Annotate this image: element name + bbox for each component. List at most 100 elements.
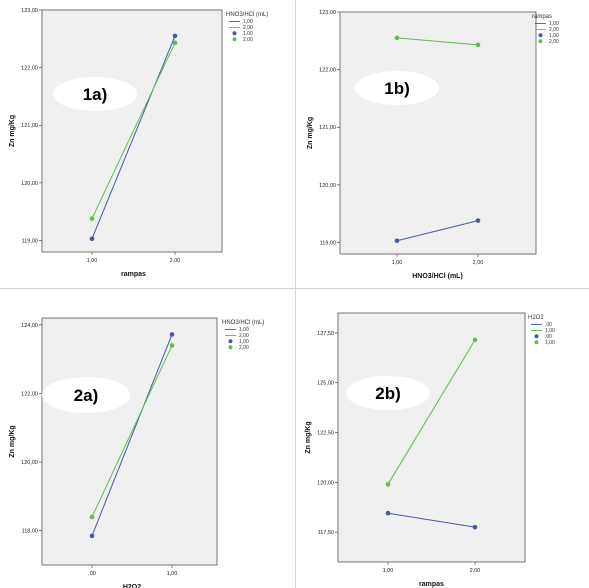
series-line-2	[387, 339, 476, 485]
data-point-series-2	[89, 216, 95, 221]
y-axis-label: Zn mg/Kg	[9, 115, 16, 147]
panel-badge-label: 1b)	[384, 79, 410, 98]
data-point-series-2	[475, 42, 481, 48]
panel-badge-oval	[42, 377, 130, 413]
data-point-series-1	[472, 524, 478, 530]
legend-entry-label: 2,00	[243, 25, 253, 31]
x-tick-label: 2,00	[470, 568, 481, 574]
legend-entry-label: ,00	[545, 334, 552, 340]
chart-2a: 118,00 120,00 122,00 124,00 ,00 1,00 H2O2 Zn mg…	[9, 317, 264, 588]
y-tick-label: 122,50	[317, 431, 334, 437]
legend-entry-label: 2,00	[239, 345, 249, 351]
legend-marker-swatch	[534, 340, 539, 345]
y-axis-label: Zn mg/Kg	[9, 425, 16, 457]
y-tick-label: 122,00	[319, 68, 336, 74]
chart-panel-2b: 117,50 120,00 122,50 125,00 127,50 1,00 2,00 ra…	[296, 289, 589, 588]
y-tick-label: 127,50	[317, 331, 334, 337]
series-line-1	[91, 334, 173, 537]
legend-marker-swatch	[538, 39, 543, 44]
x-tick-label: 1,00	[392, 260, 403, 266]
legend-entry-label: 1,00	[545, 340, 555, 346]
y-tick-label: 125,00	[317, 381, 334, 387]
x-tick-label: 2,00	[473, 260, 484, 266]
panel-badge-label: 1a)	[83, 85, 108, 104]
y-tick-label: 120,00	[317, 480, 334, 486]
x-axis-label: rampas	[121, 271, 146, 278]
series-line-1	[91, 35, 176, 239]
y-axis-label: Zn mg/Kg	[305, 421, 312, 453]
legend-entry-label: 1,00	[239, 327, 249, 333]
data-point-series-1	[172, 33, 178, 39]
y-tick-label: 123,00	[21, 8, 38, 14]
horizontal-divider	[0, 288, 589, 289]
y-tick-label: 123,00	[319, 10, 336, 16]
x-axis-label: HNO3/HCl (mL)	[412, 273, 463, 280]
y-tick-label: 119,00	[22, 238, 38, 244]
data-point-series-2	[394, 35, 400, 41]
y-axis-label: Zn mg/Kg	[307, 117, 314, 149]
legend-entry-label: 1,00	[243, 19, 253, 25]
x-axis-label: H2O2	[123, 584, 141, 588]
x-axis-label: rampas	[419, 581, 444, 588]
y-tick-label: 120,00	[21, 181, 38, 187]
y-tick-label: 121,00	[21, 123, 38, 129]
y-tick-label: 117,50	[318, 530, 334, 536]
x-tick-label: 1,00	[167, 571, 178, 577]
plot-area	[339, 11, 537, 255]
data-point-series-1	[169, 332, 175, 337]
legend-marker-swatch	[538, 33, 543, 38]
legend-entry-label: 1,00	[549, 21, 559, 27]
plot-area	[337, 312, 526, 563]
chart-panel-1a: 119,00 120,00 121,00 122,00 123,00 1,00 2,00 ra…	[0, 0, 295, 288]
series-line-1	[387, 512, 476, 528]
panel-badge-oval	[355, 71, 439, 105]
legend-marker-swatch	[228, 345, 233, 350]
y-tick-label: 122,00	[21, 66, 38, 72]
data-point-series-1	[475, 218, 481, 223]
data-point-series-2	[472, 337, 478, 343]
data-point-series-1	[89, 533, 95, 539]
legend-entry-label: 1,00	[239, 339, 249, 345]
legend-entry-label: 2,00	[243, 37, 253, 43]
y-tick-label: 124,00	[21, 323, 38, 329]
panel-badge-label: 2a)	[74, 386, 99, 405]
legend-title: H2O2	[528, 315, 544, 321]
series-line-2	[91, 345, 173, 518]
legend-entry-label: 1,00	[243, 31, 253, 37]
data-point-series-1	[89, 236, 95, 242]
legend-title: HNO3/HCl (mL)	[226, 12, 268, 18]
panel-badge-oval	[53, 77, 137, 111]
x-tick-label: ,00	[88, 571, 96, 577]
series-line-1	[396, 220, 479, 242]
y-tick-label: 121,00	[319, 125, 336, 131]
y-tick-label: 118,00	[22, 529, 38, 535]
legend-entry-label: 1,00	[549, 33, 559, 39]
data-point-series-1	[394, 238, 400, 244]
legend-title: rampas	[532, 14, 552, 20]
legend-entry-label: 1,00	[545, 328, 555, 334]
legend-entry-label: 2,00	[549, 39, 559, 45]
chart-panel-1b: 119,00 120,00 121,00 122,00 123,00 1,00 2,00 HN…	[296, 0, 589, 288]
chart-panel-2a: 118,00 120,00 122,00 124,00 ,00 1,00 H2O2 Zn mg…	[0, 289, 295, 588]
chart-2b: 117,50 120,00 122,50 125,00 127,50 1,00 2,00 ra…	[305, 312, 555, 588]
legend-marker-swatch	[232, 31, 237, 36]
x-tick-label: 1,00	[383, 568, 394, 574]
legend-marker-swatch	[534, 334, 539, 339]
vertical-divider	[295, 0, 296, 588]
legend-title: HNO3/HCl (mL)	[222, 320, 264, 326]
legend-entry-label: 2,00	[239, 333, 249, 339]
y-tick-label: 122,00	[21, 391, 38, 397]
plot-area	[41, 9, 223, 253]
legend-marker-swatch	[228, 339, 233, 344]
y-tick-label: 120,00	[21, 460, 38, 466]
data-point-series-2	[172, 40, 178, 46]
x-tick-label: 1,00	[87, 258, 98, 264]
data-point-series-2	[385, 482, 391, 487]
data-point-series-1	[385, 510, 391, 516]
panel-badge-label: 2b)	[375, 384, 401, 403]
legend-marker-swatch	[232, 37, 237, 42]
legend-entry-label: 2,00	[549, 27, 559, 33]
x-tick-label: 2,00	[170, 258, 181, 264]
